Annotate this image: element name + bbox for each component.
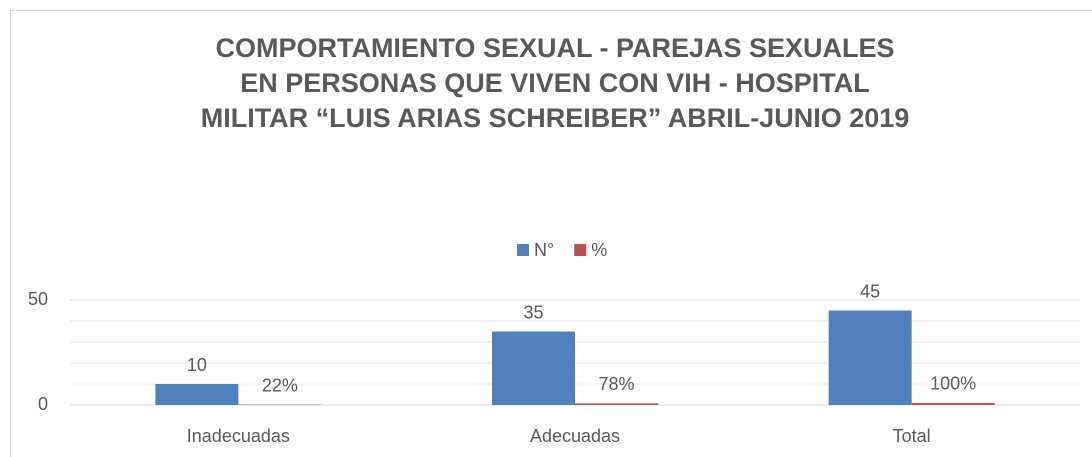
chart-border <box>10 10 1092 457</box>
y-tick-label: 50 <box>28 289 48 309</box>
chart-title: COMPORTAMIENTO SEXUAL - PAREJAS SEXUALES <box>215 33 894 63</box>
data-label: 45 <box>860 281 880 301</box>
legend-swatch <box>517 244 529 256</box>
data-label: 35 <box>523 302 543 322</box>
chart-title: MILITAR “LUIS ARIAS SCHREIBER” ABRIL-JUN… <box>201 103 910 133</box>
y-tick-label: 0 <box>38 394 48 414</box>
bar <box>828 310 912 405</box>
x-tick-label: Total <box>893 426 931 446</box>
data-label: 10 <box>187 355 207 375</box>
bar <box>575 403 658 405</box>
data-label: 78% <box>598 374 634 394</box>
data-label: 100% <box>930 374 976 394</box>
legend-swatch <box>574 244 587 256</box>
bar <box>492 331 575 405</box>
bar <box>155 384 239 405</box>
x-tick-label: Adecuadas <box>530 426 620 446</box>
legend-label: % <box>591 240 607 260</box>
x-tick-label: Inadecuadas <box>187 426 290 446</box>
bar <box>911 402 995 405</box>
data-label: 22% <box>262 375 298 395</box>
legend-label: N° <box>534 240 554 260</box>
chart-title: EN PERSONAS QUE VIVEN CON VIH - HOSPITAL <box>240 68 870 98</box>
